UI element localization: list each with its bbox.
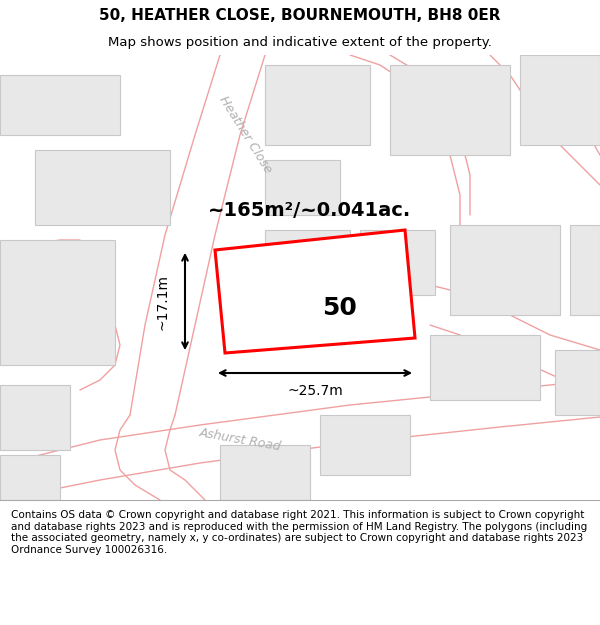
Polygon shape <box>390 65 510 155</box>
Polygon shape <box>520 55 600 145</box>
Polygon shape <box>430 335 540 400</box>
Text: ~25.7m: ~25.7m <box>287 384 343 398</box>
Polygon shape <box>555 350 600 415</box>
Text: 50: 50 <box>323 296 358 320</box>
Polygon shape <box>220 445 310 500</box>
Polygon shape <box>0 455 60 500</box>
Polygon shape <box>265 65 370 145</box>
Polygon shape <box>215 230 415 353</box>
Text: Map shows position and indicative extent of the property.: Map shows position and indicative extent… <box>108 36 492 49</box>
Text: ~17.1m: ~17.1m <box>156 274 170 329</box>
Polygon shape <box>0 385 70 450</box>
Text: 50, HEATHER CLOSE, BOURNEMOUTH, BH8 0ER: 50, HEATHER CLOSE, BOURNEMOUTH, BH8 0ER <box>99 8 501 23</box>
Polygon shape <box>0 240 115 365</box>
Polygon shape <box>0 75 120 135</box>
Polygon shape <box>320 415 410 475</box>
Polygon shape <box>450 225 560 315</box>
Polygon shape <box>265 230 350 290</box>
Text: Heather Close: Heather Close <box>216 94 274 176</box>
Polygon shape <box>570 225 600 315</box>
Polygon shape <box>35 150 170 225</box>
Polygon shape <box>265 160 340 215</box>
Text: Ashurst Road: Ashurst Road <box>198 426 282 454</box>
Text: Contains OS data © Crown copyright and database right 2021. This information is : Contains OS data © Crown copyright and d… <box>11 510 587 555</box>
Text: ~165m²/~0.041ac.: ~165m²/~0.041ac. <box>208 201 412 219</box>
Polygon shape <box>360 230 435 295</box>
